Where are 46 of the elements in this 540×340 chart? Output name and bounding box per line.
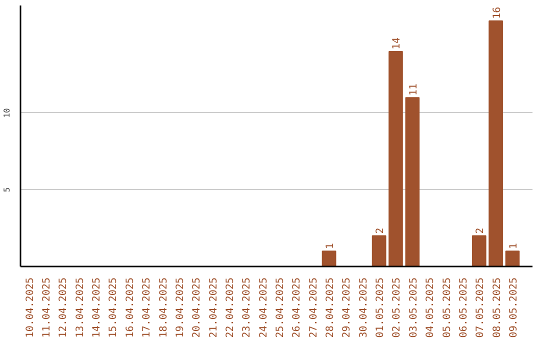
bar [405, 97, 420, 266]
x-tick-label: 23.04.2025 [242, 277, 253, 338]
x-tick-label: 14.04.2025 [92, 277, 103, 338]
bar [488, 20, 503, 266]
bar [472, 235, 486, 266]
x-tick-label: 07.05.2025 [475, 277, 486, 338]
x-tick-label: 08.05.2025 [492, 277, 503, 338]
data-label: 1 [508, 243, 520, 250]
x-tick-label: 21.04.2025 [208, 277, 220, 338]
x-tick-label: 26.04.2025 [292, 277, 303, 338]
x-tick-label: 29.04.2025 [342, 277, 353, 338]
x-tick-label: 22.04.2025 [224, 277, 236, 338]
x-tick-label: 03.05.2025 [408, 277, 420, 338]
x-tick-label: 01.05.2025 [375, 277, 386, 338]
x-tick-label: 28.04.2025 [325, 277, 336, 338]
x-tick-label: 27.04.2025 [308, 277, 320, 338]
bar [505, 250, 520, 266]
x-tick-label: 10.04.2025 [24, 277, 36, 338]
x-tick-label: 09.05.2025 [508, 277, 520, 338]
data-label: 2 [475, 228, 486, 234]
x-tick-label: 16.04.2025 [124, 277, 136, 338]
data-label: 11 [408, 84, 420, 96]
x-tick-label: 17.04.2025 [142, 277, 153, 338]
x-tick-label: 19.04.2025 [174, 277, 186, 338]
x-tick-label: 30.04.2025 [358, 277, 370, 338]
x-tick-label: 13.04.2025 [74, 277, 86, 338]
x-tick-label: 06.05.2025 [458, 277, 470, 338]
y-tick-label: 10 [2, 108, 12, 118]
x-tick-label: 24.04.2025 [258, 277, 270, 338]
x-tick-label: 12.04.2025 [58, 277, 70, 338]
x-tick-label: 02.05.2025 [392, 277, 403, 338]
data-label: 16 [492, 6, 503, 19]
bar [322, 250, 336, 266]
x-tick-label: 11.04.2025 [42, 277, 53, 338]
data-label: 2 [375, 228, 386, 234]
bar [372, 235, 386, 266]
y-tick-label: 5 [2, 187, 12, 192]
data-label: 1 [325, 243, 336, 250]
x-tick-label: 20.04.2025 [192, 277, 203, 338]
bar [388, 51, 403, 266]
x-tick-label: 18.04.2025 [158, 277, 170, 338]
x-tick-label: 15.04.2025 [108, 277, 120, 338]
data-label: 14 [392, 38, 403, 50]
x-tick-label: 05.05.2025 [442, 277, 453, 338]
x-tick-label: 04.05.2025 [425, 277, 436, 338]
x-tick-label: 25.04.2025 [275, 277, 286, 338]
